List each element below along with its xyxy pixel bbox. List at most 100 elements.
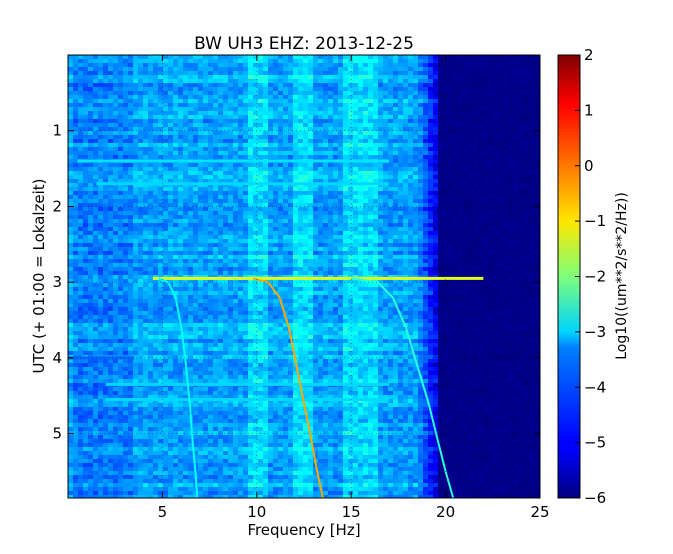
spectrogram-cell (283, 239, 288, 243)
spectrogram-cell (83, 227, 88, 231)
spectrogram-cell (283, 179, 288, 183)
spectrogram-cell (353, 243, 358, 247)
spectrogram-cell (458, 119, 463, 123)
spectrogram-cell (178, 259, 183, 263)
spectrogram-cell (523, 211, 528, 215)
spectrogram-cell (178, 123, 183, 127)
spectrogram-cell (523, 259, 528, 263)
spectrogram-cell (298, 103, 303, 107)
spectrogram-cell (328, 239, 333, 243)
spectrogram-cell (518, 183, 523, 187)
spectrogram-cell (368, 207, 373, 211)
spectrogram-cell (98, 119, 103, 123)
spectrogram-cell (513, 211, 518, 215)
spectrogram-cell (368, 235, 373, 239)
spectrogram-cell (158, 195, 163, 199)
spectrogram-cell (418, 55, 423, 59)
spectrogram-cell (533, 147, 538, 151)
spectrogram-cell (213, 111, 218, 115)
spectrogram-cell (133, 131, 138, 135)
spectrogram-cell (293, 215, 298, 219)
spectrogram-cell (218, 203, 223, 207)
spectrogram-cell (118, 123, 123, 127)
spectrogram-cell (263, 103, 268, 107)
spectrogram-cell (318, 235, 323, 239)
spectrogram-cell (143, 259, 148, 263)
spectrogram-cell (138, 211, 143, 215)
spectrogram-cell (393, 79, 398, 83)
spectrogram-cell (533, 139, 538, 143)
spectrogram-cell (468, 167, 473, 171)
spectrogram-cell (258, 83, 263, 87)
spectrogram-cell (363, 135, 368, 139)
spectrogram-cell (88, 59, 93, 63)
spectrogram-cell (98, 235, 103, 239)
spectrogram-cell (508, 127, 513, 131)
spectrogram-cell (203, 59, 208, 63)
spectrogram-cell (93, 171, 98, 175)
spectrogram-cell (273, 79, 278, 83)
spectrogram-cell (473, 95, 478, 99)
spectrogram-cell (433, 115, 438, 119)
spectrogram-cell (438, 235, 443, 239)
spectrogram-cell (413, 71, 418, 75)
spectrogram-cell (168, 211, 173, 215)
spectrogram-cell (433, 111, 438, 115)
spectrogram-cell (283, 99, 288, 103)
spectrogram-cell (123, 103, 128, 107)
spectrogram-cell (358, 139, 363, 143)
spectrogram-cell (153, 79, 158, 83)
spectrogram-cell (283, 251, 288, 255)
spectrogram-cell (463, 219, 468, 223)
spectrogram-cell (508, 115, 513, 119)
spectrogram-cell (173, 179, 178, 183)
spectrogram-cell (163, 119, 168, 123)
spectrogram-cell (293, 211, 298, 215)
spectrogram-cell (173, 127, 178, 131)
spectrogram-cell (73, 99, 78, 103)
spectrogram-cell (428, 83, 433, 87)
spectrogram-cell (313, 59, 318, 63)
spectrogram-cell (528, 223, 533, 227)
spectrogram-cell (123, 67, 128, 71)
spectrogram-cell (193, 59, 198, 63)
spectrogram-cell (538, 171, 540, 175)
spectrogram-cell (238, 243, 243, 247)
spectrogram-cell (203, 75, 208, 79)
spectrogram-cell (188, 171, 193, 175)
spectrogram-cell (193, 87, 198, 91)
spectrogram-cell (258, 63, 263, 67)
spectrogram-cell (463, 183, 468, 187)
spectrogram-cell (398, 63, 403, 67)
spectrogram-cell (303, 135, 308, 139)
spectrogram-cell (163, 115, 168, 119)
spectrogram-cell (128, 215, 133, 219)
spectrogram-cell (428, 171, 433, 175)
spectrogram-cell (248, 83, 253, 87)
spectrogram-cell (103, 219, 108, 223)
spectrogram-cell (468, 191, 473, 195)
spectrogram-cell (153, 251, 158, 255)
spectrogram-cell (513, 59, 518, 63)
spectrogram-cell (493, 167, 498, 171)
spectrogram-cell (383, 127, 388, 131)
spectrogram-cell (388, 127, 393, 131)
spectrogram-cell (273, 203, 278, 207)
spectrogram-cell (158, 235, 163, 239)
spectrogram-cell (298, 119, 303, 123)
spectrogram-cell (308, 163, 313, 167)
spectrogram-cell (123, 247, 128, 251)
spectrogram-cell (303, 87, 308, 91)
spectrogram-cell (283, 71, 288, 75)
spectrogram-cell (303, 123, 308, 127)
spectrogram-cell (193, 187, 198, 191)
spectrogram-cell (448, 203, 453, 207)
spectrogram-cell (238, 155, 243, 159)
spectrogram-cell (443, 239, 448, 243)
spectrogram-cell (233, 123, 238, 127)
spectrogram-cell (238, 163, 243, 167)
spectrogram-cell (488, 131, 493, 135)
spectrogram-cell (168, 127, 173, 131)
spectrogram-cell (123, 59, 128, 63)
spectrogram-cell (138, 199, 143, 203)
